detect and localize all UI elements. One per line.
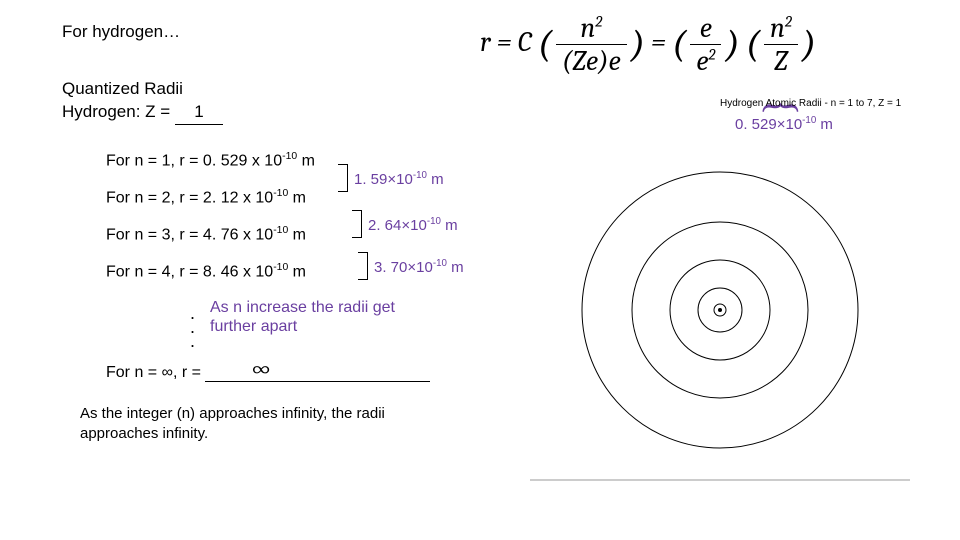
delta-1: 1. 59×10-10 m bbox=[338, 166, 444, 194]
r4-pre: For n = 4, r = 8. 46 x 10 bbox=[106, 264, 273, 281]
num3: n bbox=[770, 12, 785, 44]
delta-3: 3. 70×10-10 m bbox=[358, 254, 464, 282]
inf-underline bbox=[205, 381, 430, 382]
d2-ten: 10 bbox=[410, 217, 427, 234]
note-text: As n increase the radii get further apar… bbox=[210, 298, 395, 336]
d3-post: m bbox=[447, 259, 464, 276]
d1-exp: -10 bbox=[413, 170, 427, 181]
r3-exp: -10 bbox=[273, 225, 288, 236]
bohr-constant: 0. 529×10-10 m bbox=[735, 115, 833, 133]
bracket-icon bbox=[358, 252, 368, 280]
den1: (Ze)e bbox=[556, 45, 627, 77]
const-a: 0. 529 bbox=[735, 116, 777, 133]
subtitle-line1: Quantized Radii bbox=[62, 78, 223, 101]
r1-exp: -10 bbox=[282, 151, 297, 162]
radius-list: For n = 1, r = 0. 529 x 10-10 m For n = … bbox=[106, 152, 315, 301]
formula-lhs: r bbox=[480, 26, 491, 58]
radius-row: For n = 1, r = 0. 529 x 10-10 m bbox=[106, 152, 315, 170]
d3-exp: -10 bbox=[433, 258, 447, 269]
r4-post: m bbox=[288, 264, 306, 281]
d1-val: 1. 59 bbox=[354, 171, 387, 188]
subtitle-block: Quantized Radii Hydrogen: Z = 1 bbox=[62, 78, 223, 125]
z-prefix: Hydrogen: Z = bbox=[62, 102, 175, 121]
r3-post: m bbox=[288, 227, 306, 244]
radius-formula: r = C ( n2 (Ze)e ) = ( e e2 ) ( n2 Z ) bbox=[480, 12, 816, 77]
bracket-icon bbox=[352, 210, 362, 238]
diagram-caption: Hydrogen Atomic Radii - n = 1 to 7, Z = … bbox=[720, 98, 901, 109]
r2-exp: -10 bbox=[273, 188, 288, 199]
orbit-diagram bbox=[510, 150, 930, 490]
inf-pre: For n = ∞, r = bbox=[106, 364, 205, 381]
r4-exp: -10 bbox=[273, 262, 288, 273]
const-exp: -10 bbox=[802, 115, 816, 126]
radius-row: For n = 3, r = 4. 76 x 10-10 m bbox=[106, 226, 315, 244]
num2: e bbox=[690, 12, 721, 45]
const-ten: 10 bbox=[785, 116, 802, 133]
d2-m: × bbox=[401, 217, 410, 234]
radius-row: For n = 2, r = 2. 12 x 10-10 m bbox=[106, 189, 315, 207]
r2-pre: For n = 2, r = 2. 12 x 10 bbox=[106, 189, 273, 206]
note-l1: As n increase the radii get bbox=[210, 298, 395, 317]
formula-eq1: = bbox=[491, 26, 518, 58]
d3-ten: 10 bbox=[416, 259, 433, 276]
formula-C: C bbox=[518, 26, 532, 58]
r1-pre: For n = 1, r = 0. 529 x 10 bbox=[106, 152, 282, 169]
note-l2: further apart bbox=[210, 317, 395, 336]
infinity-line: For n = ∞, r = bbox=[106, 364, 430, 382]
d3-m: × bbox=[407, 259, 416, 276]
page-title: For hydrogen… bbox=[62, 22, 180, 42]
den3: Z bbox=[764, 45, 798, 77]
bracket-icon bbox=[338, 164, 348, 192]
con-l1: As the integer (n) approaches infinity, … bbox=[80, 404, 385, 424]
radius-row: For n = 4, r = 8. 46 x 10-10 m bbox=[106, 263, 315, 281]
const-unit: m bbox=[816, 116, 833, 133]
conclusion-text: As the integer (n) approaches infinity, … bbox=[80, 404, 385, 445]
num1: n bbox=[580, 12, 595, 44]
d2-val: 2. 64 bbox=[368, 217, 401, 234]
formula-eq2: = bbox=[651, 26, 672, 58]
d1-ten: 10 bbox=[396, 171, 413, 188]
z-value: 1 bbox=[175, 101, 223, 125]
d2-post: m bbox=[441, 217, 458, 234]
ellipsis-dot: . bbox=[190, 336, 195, 346]
den2: e bbox=[696, 45, 708, 77]
subtitle-line2: Hydrogen: Z = 1 bbox=[62, 101, 223, 125]
con-l2: approaches infinity. bbox=[80, 424, 385, 444]
r1-post: m bbox=[297, 152, 315, 169]
d1-post: m bbox=[427, 171, 444, 188]
d1-m: × bbox=[387, 171, 396, 188]
d2-exp: -10 bbox=[427, 216, 441, 227]
r3-pre: For n = 3, r = 4. 76 x 10 bbox=[106, 227, 273, 244]
delta-2: 2. 64×10-10 m bbox=[352, 212, 458, 240]
r2-post: m bbox=[288, 189, 306, 206]
d3-val: 3. 70 bbox=[374, 259, 407, 276]
